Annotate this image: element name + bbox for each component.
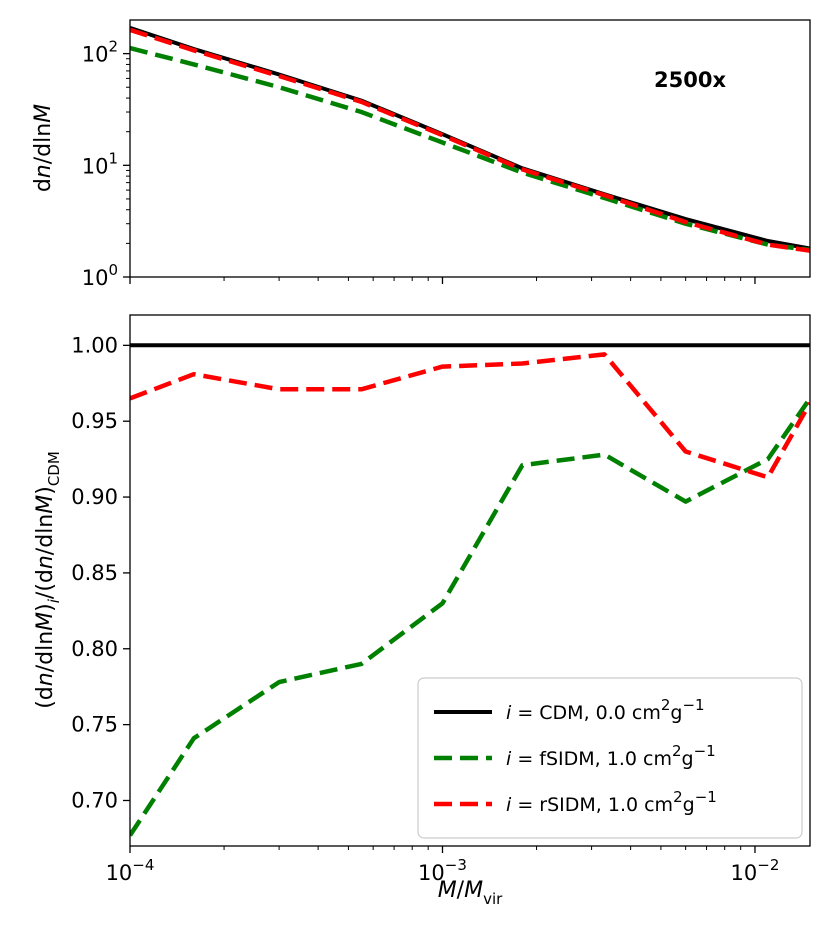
legend-label-cdm: i = CDM, 0.0 cm2g−1 bbox=[506, 696, 705, 724]
top-ytick-label: 101 bbox=[82, 149, 118, 178]
bottom-ytick-label: 0.85 bbox=[71, 561, 118, 585]
xtick-label: 10−3 bbox=[418, 856, 467, 885]
top-axes-frame bbox=[129, 19, 811, 278]
bottom-series-fsidm bbox=[130, 397, 810, 837]
top-ticks: 100 101 102 bbox=[82, 38, 756, 290]
top-series-rsidm bbox=[130, 27, 810, 253]
legend-label-fsidm: i = fSIDM, 1.0 cm2g−1 bbox=[506, 742, 716, 770]
bottom-ytick-label: 1.00 bbox=[71, 333, 118, 357]
legend: i = CDM, 0.0 cm2g−1 i = fSIDM, 1.0 cm2g−1… bbox=[417, 677, 803, 839]
top-ylabel: dn/dlnM bbox=[31, 104, 56, 192]
legend-label-rsidm: i = rSIDM, 1.0 cm2g−1 bbox=[506, 788, 717, 816]
xtick-label: 10−2 bbox=[731, 856, 780, 885]
bottom-ytick-label: 0.80 bbox=[71, 637, 118, 661]
top-ytick-label: 100 bbox=[82, 261, 118, 290]
top-ytick-label: 102 bbox=[82, 38, 118, 67]
legend-box bbox=[417, 677, 803, 839]
bottom-ticks: 10−4 10−3 10−2 0.70 0.75 0.80 0.85 0.90 0.95 1.00 bbox=[71, 333, 779, 885]
bottom-panel: 10−4 10−3 10−2 0.70 0.75 0.80 0.85 0.90 0.95 1.00… bbox=[33, 314, 811, 908]
bottom-axes-frame bbox=[129, 314, 811, 847]
xtick-label: 10−4 bbox=[106, 856, 155, 885]
bottom-ytick-label: 0.90 bbox=[71, 485, 118, 509]
bottom-ytick-label: 0.70 bbox=[71, 788, 118, 812]
bottom-ytick-label: 0.75 bbox=[71, 713, 118, 737]
bottom-series-lines bbox=[130, 343, 810, 837]
bottom-series-rsidm bbox=[130, 352, 810, 480]
bottom-ytick-label: 0.95 bbox=[71, 409, 118, 433]
top-annotation: 2500x bbox=[654, 68, 726, 92]
top-panel: 100 101 102 2500x dn/dlnM bbox=[31, 19, 811, 290]
top-series-lines bbox=[130, 26, 810, 253]
